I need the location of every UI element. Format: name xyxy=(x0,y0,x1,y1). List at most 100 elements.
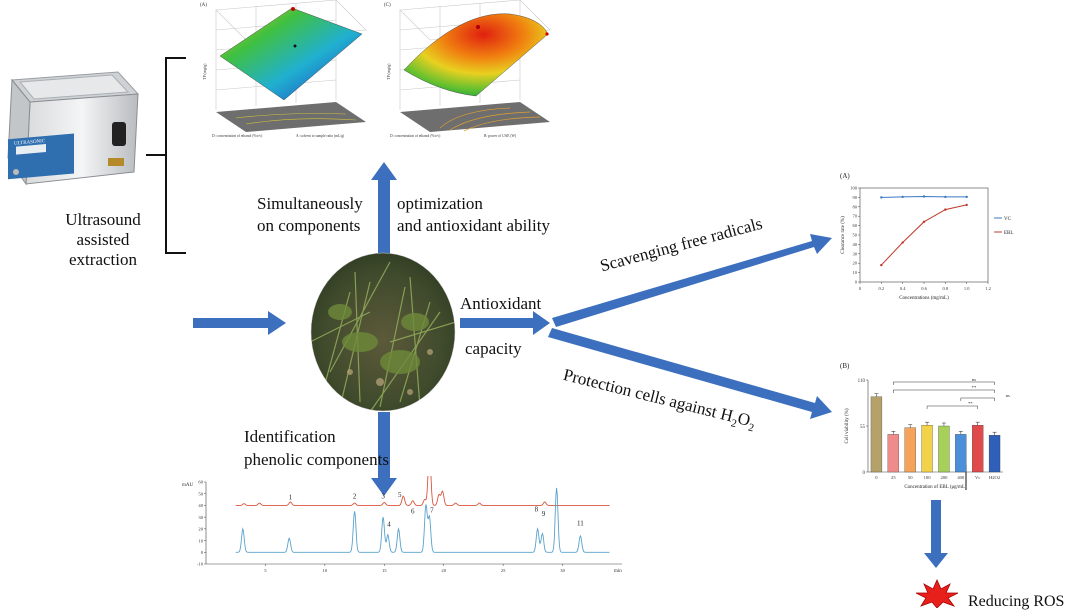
and-antioxidant-label: and antioxidant ability xyxy=(397,216,550,235)
x-axis-label: Concentration of EBL (μg/mL) xyxy=(904,485,967,490)
optimization-label: optimization xyxy=(397,194,483,213)
data-point-vc xyxy=(944,195,947,199)
down-arrow xyxy=(371,412,397,496)
surface-right-label: (C) xyxy=(384,3,391,8)
data-point-ebl xyxy=(880,263,883,267)
bar xyxy=(988,435,1001,473)
ultrasonic-bath-image: ULTRASONIC xyxy=(7,71,140,186)
x-tick-label: 0 xyxy=(875,475,878,480)
y-tick-label: 60 xyxy=(198,480,203,485)
y-tick-label: 0 xyxy=(863,471,866,476)
surface-left-label: (A) xyxy=(200,3,207,8)
x-tick-label: 30 xyxy=(560,568,565,573)
data-point-vc xyxy=(965,195,968,199)
series-line-ebl xyxy=(880,204,967,266)
surface-right-zlabel: TP (mg/g) xyxy=(386,63,391,80)
y-tick-label: 10 xyxy=(853,270,858,275)
x-tick-label: 5 xyxy=(264,568,267,573)
identification-label: Identification xyxy=(244,427,336,446)
peak-label: 2 xyxy=(353,492,357,500)
y-tick-label: 0 xyxy=(201,550,204,555)
data-point-ebl xyxy=(901,241,904,244)
reducing-ros-label: Reducing ROS xyxy=(968,593,1065,610)
y-tick-label: 20 xyxy=(198,527,203,532)
peak-label: 5 xyxy=(398,491,402,499)
surface-right-ylabel: B: power of UAE (W) xyxy=(484,134,517,138)
ultrasound-label-line2: assisted xyxy=(76,230,130,249)
peak-label: 1 xyxy=(289,494,293,502)
viability-chart: (B) 0 55 110 Cell viability (%) 0 25 50 100 200 40… xyxy=(840,362,1010,490)
x-tick-label: 25 xyxy=(501,568,506,573)
chromatogram-chart: mAU min -10 0 10 20 30 40 50 60 5 10 15 20 25 30 1 2 3 4 5 6 7… xyxy=(182,476,622,574)
surface-left-ylabel: A: solvent to sample ratio (mL/g) xyxy=(296,134,345,138)
peak-label: 4 xyxy=(387,521,391,529)
bar xyxy=(938,425,950,473)
peak-label: 11 xyxy=(577,519,584,527)
legend-label-ebl: EBL xyxy=(1004,231,1013,236)
data-point-ebl xyxy=(965,203,968,207)
significance-label: ns xyxy=(1006,393,1010,398)
ultrasound-label: Ultrasound assisted extraction xyxy=(48,210,158,270)
surface-left-xlabel: D: concentration of ethanol (%v/v) xyxy=(212,134,263,138)
surface-plot-right: (C) TP (mg/g) D: concentration of ethano… xyxy=(384,0,551,138)
data-point-ebl xyxy=(922,220,926,224)
x-tick-label: Vc xyxy=(975,475,980,480)
peak-label: 9 xyxy=(542,510,546,518)
bar xyxy=(921,425,933,473)
plant-photo xyxy=(310,252,456,412)
x-tick-label: 200 xyxy=(940,475,948,480)
x-tick-label: 0.8 xyxy=(943,286,949,291)
x-tick-label: 100 xyxy=(924,475,932,480)
y-axis-label: Cell viability (%) xyxy=(845,408,850,443)
y-tick-label: 60 xyxy=(853,223,858,228)
burst-icon xyxy=(915,579,959,608)
data-point-vc xyxy=(880,196,883,199)
simultaneously-label: Simultaneously xyxy=(257,194,363,213)
scavenging-panel-label: (A) xyxy=(840,172,850,180)
bar xyxy=(955,434,967,473)
x-tick-label: 1.2 xyxy=(985,286,991,291)
y-tick-label: 50 xyxy=(853,233,858,238)
ultrasound-label-line1: Ultrasound xyxy=(65,210,141,229)
y-axis-label: Clearance rate (%) xyxy=(841,216,846,254)
x-axis-label: Concentrations (mg/mL) xyxy=(899,296,949,301)
viability-panel-label: (B) xyxy=(840,362,850,370)
y-tick-label: 30 xyxy=(853,251,858,256)
peak-label: 7 xyxy=(430,506,434,514)
data-point-vc xyxy=(901,195,904,199)
ros-arrow xyxy=(924,500,948,568)
antioxidant-label: Antioxidant xyxy=(460,294,542,313)
scavenging-chart: (A) 0 10 20 30 40 50 60 70 80 90 100 0 0.2 0.4 0.6 0.8 1.… xyxy=(840,172,1013,301)
y-tick-label: 80 xyxy=(853,204,858,209)
x-tick-label: 0 xyxy=(859,286,862,291)
scavenging-axes-frame xyxy=(859,187,989,283)
x-axis-unit: min xyxy=(614,569,622,574)
x-tick-label: 50 xyxy=(908,475,913,480)
significance-label: ** xyxy=(968,401,973,406)
x-tick-label: 1.0 xyxy=(964,286,970,291)
x-tick-label: 400 xyxy=(957,475,965,480)
y-tick-label: 30 xyxy=(198,515,203,520)
x-tick-label: 0.6 xyxy=(921,286,927,291)
peak-label: 3 xyxy=(381,492,385,500)
ultrasound-label-line3: extraction xyxy=(69,250,137,269)
phenolic-label: phenolic components xyxy=(244,450,389,469)
y-tick-label: 110 xyxy=(858,379,866,384)
y-tick-label: 55 xyxy=(860,425,866,430)
scavenging-arrow xyxy=(552,234,832,327)
surface-right-xlabel: D: concentration of ethanol (%v/v) xyxy=(390,134,441,138)
bar xyxy=(870,396,883,473)
peak-label: 6 xyxy=(411,508,415,516)
capacity-label: capacity xyxy=(465,339,522,358)
significance-label: ** xyxy=(972,385,977,390)
x-tick-label: 15 xyxy=(382,568,387,573)
y-tick-label: 0 xyxy=(855,280,858,285)
x-tick-label: 0.2 xyxy=(879,286,885,291)
chromatogram-trace-sample xyxy=(235,476,610,506)
x-tick-label: H2O2 xyxy=(989,475,1001,480)
on-components-label: on components xyxy=(257,216,361,235)
x-tick-label: 20 xyxy=(441,568,446,573)
protection-arrow xyxy=(548,328,832,419)
y-tick-label: 40 xyxy=(853,242,858,247)
